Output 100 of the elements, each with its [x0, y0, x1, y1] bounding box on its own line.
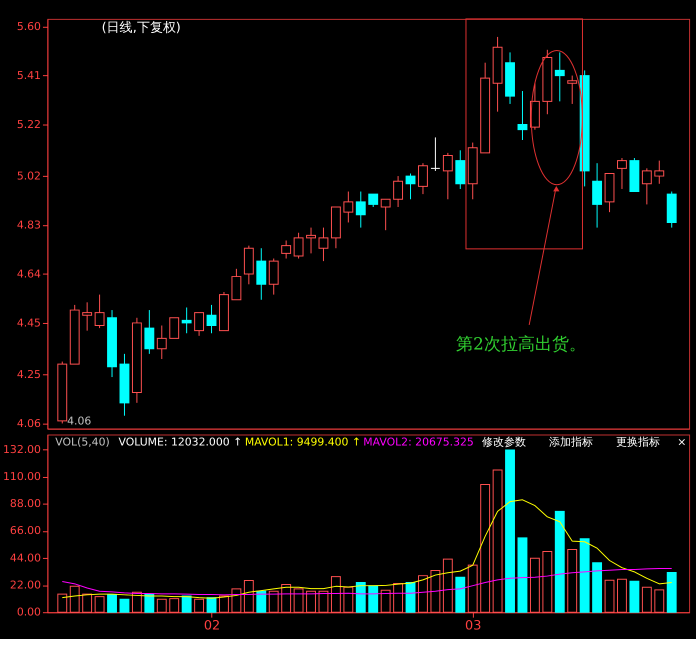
y-tick-label: 4.83	[16, 218, 42, 232]
bar	[455, 576, 466, 613]
x-tick-label: 03	[465, 618, 482, 634]
bar	[144, 594, 154, 613]
y-tick-label: 110.00	[3, 470, 42, 483]
y-tick-label: 88.00	[10, 497, 42, 510]
candlestick	[380, 198, 391, 231]
bar	[468, 564, 478, 613]
candlestick	[144, 310, 154, 354]
candlestick	[343, 191, 354, 223]
candlestick	[654, 160, 664, 184]
candlestick	[554, 52, 565, 102]
candlestick	[281, 240, 292, 260]
y-tick-label: 44.00	[10, 551, 42, 564]
candlestick	[256, 248, 266, 300]
annotation: 第2次拉高出货。	[456, 334, 586, 354]
bar	[530, 558, 540, 613]
y-tick-label: 4.64	[16, 267, 42, 280]
bar	[219, 596, 229, 613]
candlestick	[156, 325, 167, 360]
bar	[82, 594, 92, 613]
y-tick-label: 5.60	[16, 20, 42, 34]
y-tick-label: 66.00	[10, 524, 42, 538]
bar	[343, 586, 354, 613]
annotation: 修改参数	[482, 435, 526, 448]
bar	[169, 598, 180, 613]
bar	[206, 597, 216, 613]
bar	[580, 538, 590, 613]
candlestick	[231, 268, 242, 300]
annotation: 更换指标	[616, 435, 660, 448]
candlestick	[82, 302, 92, 332]
chart-title: (日线,下复权)	[102, 20, 181, 36]
bar	[120, 598, 130, 613]
bar	[442, 558, 453, 613]
bar	[554, 510, 565, 613]
bar	[480, 484, 490, 613]
bar	[642, 586, 652, 613]
candlestick	[642, 168, 652, 205]
bar	[156, 598, 167, 613]
candlestick	[418, 162, 428, 195]
bar	[268, 590, 279, 613]
y-tick-label: 4.06	[16, 416, 42, 430]
text: MAVOL1: 9499.400 ↑	[244, 435, 362, 448]
line-series	[62, 499, 672, 599]
bar	[393, 582, 404, 613]
candlestick	[617, 158, 627, 190]
bar	[107, 594, 117, 613]
y-tick-label: 4.25	[16, 368, 41, 381]
candlestick	[169, 317, 180, 339]
bar	[567, 549, 578, 613]
y-tick-label: 22.00	[10, 578, 42, 592]
y-tick-label: 132.00	[3, 442, 42, 456]
bar	[654, 589, 664, 613]
bar	[244, 580, 254, 613]
line-series	[62, 568, 672, 596]
candlestick	[393, 176, 404, 208]
bar	[542, 551, 552, 613]
bar	[194, 598, 204, 613]
bar	[281, 584, 292, 613]
bar	[430, 570, 440, 613]
bar	[406, 582, 416, 613]
candlestick	[518, 90, 528, 140]
bar	[604, 580, 614, 613]
candlestick	[318, 227, 328, 262]
candlestick	[430, 136, 440, 172]
candlestick	[182, 306, 192, 334]
y-tick-label: 5.41	[16, 69, 41, 82]
bar	[629, 580, 640, 613]
bar	[94, 596, 105, 613]
candlestick	[592, 162, 602, 228]
annotation: 4.06	[67, 414, 92, 428]
bar	[318, 590, 328, 613]
bar	[666, 572, 677, 613]
candlestick	[194, 312, 204, 336]
annotation: VOL(5,40)	[55, 435, 110, 448]
bar	[380, 590, 391, 613]
bar	[492, 470, 503, 613]
text: MAVOL2: 20675.325	[363, 435, 474, 448]
annotation: 添加指标	[548, 435, 593, 448]
bar	[592, 562, 602, 613]
annotation: VOLUME: 12032.000 ↑	[118, 435, 242, 448]
bar	[182, 596, 192, 613]
x-tick-label: 02	[204, 618, 220, 634]
bar	[132, 592, 142, 613]
candlestick	[294, 232, 304, 260]
bar	[368, 585, 378, 613]
bar	[294, 588, 304, 613]
candlestick	[356, 191, 366, 228]
candlestick	[268, 258, 279, 296]
candlestick	[206, 304, 216, 334]
bar	[70, 586, 80, 613]
candlestick	[368, 194, 378, 208]
bar	[617, 578, 627, 613]
bar	[256, 590, 266, 613]
candlestick	[306, 227, 316, 254]
candlestick	[406, 172, 416, 200]
bar	[418, 575, 428, 613]
y-tick-label: 5.02	[16, 170, 41, 183]
bar	[231, 588, 242, 613]
candlestick	[567, 75, 578, 104]
